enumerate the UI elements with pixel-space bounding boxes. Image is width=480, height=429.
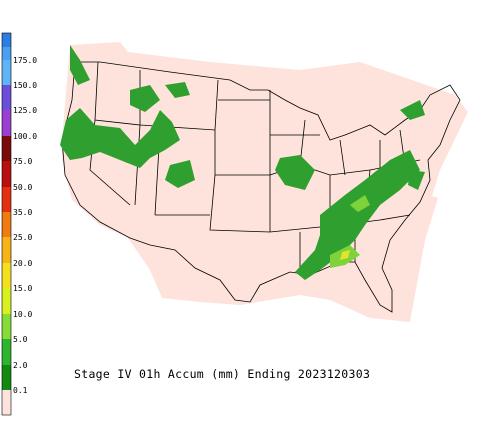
- precip: [60, 45, 425, 280]
- legend-label: 10.0: [13, 310, 32, 319]
- legend-label: 150.0: [13, 81, 37, 90]
- legend-label: 100.0: [13, 132, 37, 141]
- color-bar: [1, 32, 12, 416]
- legend-label: 50.0: [13, 183, 32, 192]
- domain-area: [62, 42, 468, 322]
- legend-label: 15.0: [13, 284, 32, 293]
- legend-label: 5.0: [13, 335, 28, 344]
- map-title: Stage IV 01h Accum (mm) Ending 202312030…: [74, 367, 370, 381]
- legend-label: 35.0: [13, 208, 32, 217]
- legend-label: 0.1: [13, 386, 28, 395]
- legend-label: 20.0: [13, 259, 32, 268]
- legend-labels: 175.0 150.0 125.0 100.0 75.0 50.0 35.0 2…: [13, 56, 37, 395]
- legend-label: 2.0: [13, 361, 28, 370]
- legend-label: 75.0: [13, 157, 32, 166]
- legend-label: 125.0: [13, 106, 37, 115]
- legend-label: 25.0: [13, 233, 32, 242]
- legend-label: 175.0: [13, 56, 37, 65]
